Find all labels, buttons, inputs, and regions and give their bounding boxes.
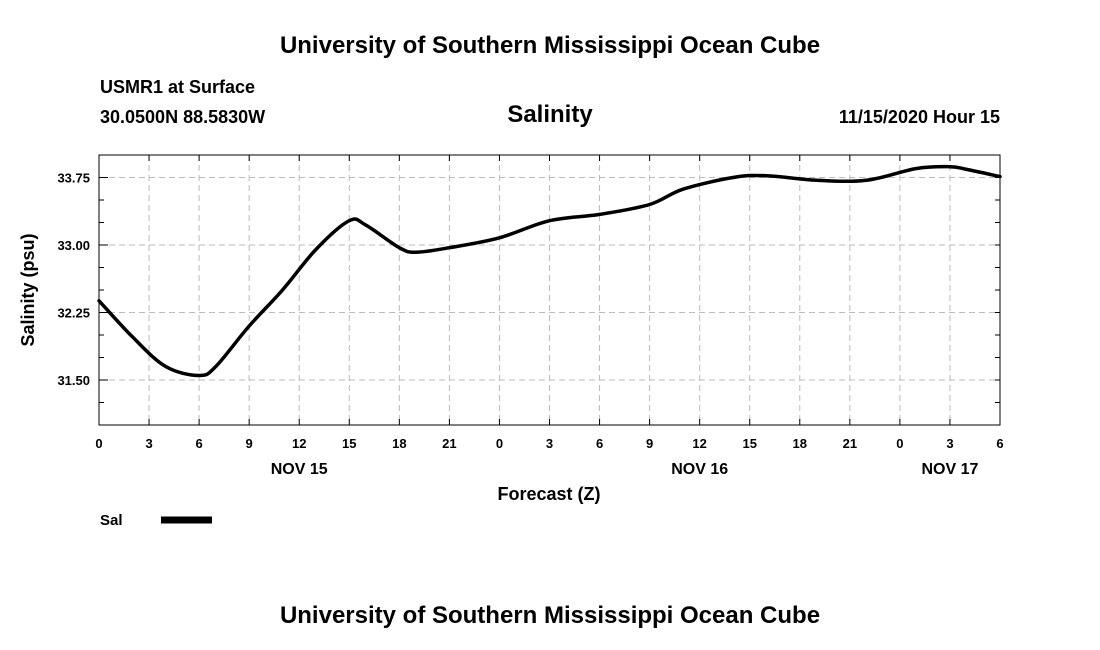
date-label: NOV 16: [671, 461, 728, 478]
x-tick-label: 21: [843, 436, 857, 451]
x-tick-label: 18: [793, 436, 807, 451]
legend-label: Sal: [100, 512, 123, 529]
y-tick-label: 31.50: [57, 373, 90, 388]
x-tick-label: 6: [996, 436, 1003, 451]
x-tick-label: 0: [896, 436, 903, 451]
chart-title: Salinity: [507, 101, 593, 128]
salinity-series-line: [97, 164, 1002, 378]
x-tick-label: 0: [496, 436, 503, 451]
datetime-label: 11/15/2020 Hour 15: [838, 107, 1000, 127]
x-tick-label: 12: [692, 436, 706, 451]
x-tick-label: 3: [946, 436, 953, 451]
x-tick-label: 15: [342, 436, 356, 451]
x-axis-label: Forecast (Z): [497, 484, 600, 504]
x-tick-label: 0: [95, 436, 102, 451]
x-tick-label: 12: [292, 436, 306, 451]
y-tick-label: 33.75: [57, 171, 90, 186]
x-tick-label: 9: [246, 436, 253, 451]
x-tick-label: 18: [392, 436, 406, 451]
x-tick-label: 6: [195, 436, 202, 451]
footer-title: University of Southern Mississippi Ocean…: [279, 602, 821, 629]
date-label: NOV 15: [271, 461, 328, 478]
y-tick-label: 33.00: [57, 238, 90, 253]
label-layer: 0 3 6 9 12 15 18 21 0 3 6 9 12 15 18 21 0 3 6 31.50 32.25 33.…: [57, 171, 1003, 479]
location-label: 30.0500N 88.5830W: [100, 107, 266, 127]
x-tick-label: 9: [646, 436, 653, 451]
date-label: NOV 17: [921, 461, 978, 478]
x-tick-label: 15: [742, 436, 756, 451]
station-label: USMR1 at Surface: [100, 77, 256, 97]
y-tick-label: 32.25: [57, 306, 90, 321]
x-tick-label: 6: [596, 436, 603, 451]
grid-layer: [99, 155, 1000, 425]
page-title: University of Southern Mississippi Ocean…: [279, 32, 821, 59]
y-axis-label: Salinity (psu): [18, 233, 38, 346]
x-tick-label: 3: [145, 436, 152, 451]
x-tick-label: 21: [442, 436, 456, 451]
x-tick-label: 3: [546, 436, 553, 451]
